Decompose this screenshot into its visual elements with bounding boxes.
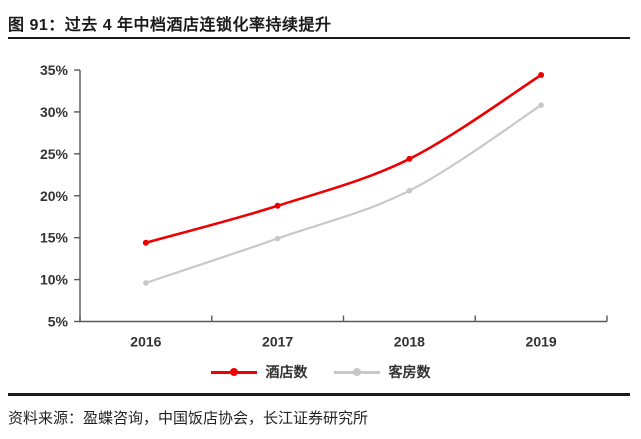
y-tick-label: 5% [48,314,69,330]
hotels-legend-label: 酒店数 [265,364,308,380]
rooms-data-point-marker [538,102,544,108]
x-tick-label: 2016 [130,334,161,350]
rooms-data-point-marker [406,187,413,194]
x-tick-label: 2019 [526,334,557,350]
title-divider [8,37,630,39]
hotels-legend-marker-icon [229,368,238,376]
y-tick-label: 10% [40,272,69,288]
rooms-legend-marker-icon [352,368,361,376]
hotels-data-point-marker [274,202,281,209]
rooms-legend-line-icon [333,368,380,376]
hotels-data-point-marker [538,72,545,78]
chart-legend: 酒店数 客房数 [0,362,641,382]
hotels-data-point-marker [142,239,149,246]
y-tick-label: 15% [40,230,69,246]
rooms-legend-label: 客房数 [388,364,431,380]
y-tick-label: 35% [40,62,69,78]
y-tick-label: 25% [40,146,69,162]
legend-item-rooms: 客房数 [333,362,431,382]
rooms-data-point-marker [143,280,149,286]
figure-title: 图 91：过去 4 年中档酒店连锁化率持续提升 [8,17,332,34]
legend-item-hotels: 酒店数 [210,362,308,382]
hotels-series-line [144,73,543,244]
y-tick-label: 20% [40,188,69,204]
figure-bottom-divider [8,393,630,396]
y-tick-label: 30% [40,104,69,120]
x-tick-label: 2017 [262,334,293,350]
rooms-data-point-marker [274,235,281,242]
hotels-data-point-marker [406,155,413,162]
hotels-legend-line-icon [210,368,257,376]
rooms-series-line [144,104,543,284]
source-note: 资料来源：盈蝶咨询，中国饭店协会，长江证券研究所 [8,410,369,427]
x-tick-label: 2018 [394,334,425,350]
